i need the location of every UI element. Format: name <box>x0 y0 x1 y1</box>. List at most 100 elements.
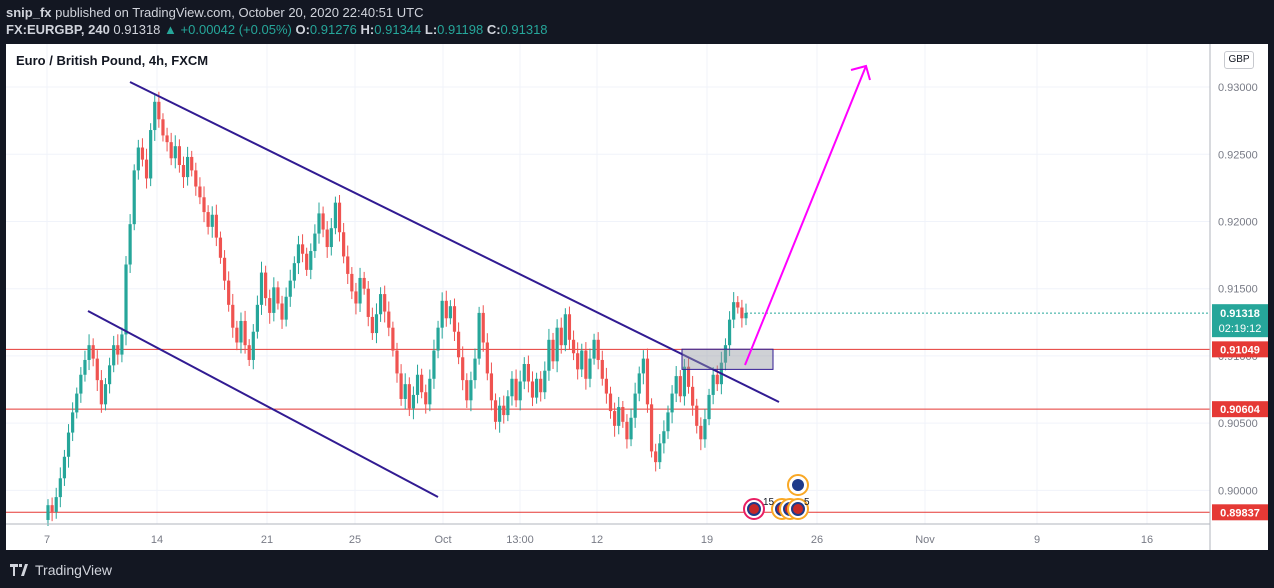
economic-events: 15 5 <box>743 474 810 520</box>
y-tick-label: 0.91500 <box>1218 284 1258 296</box>
candle-body <box>362 277 366 289</box>
candle-body <box>703 419 707 440</box>
x-tick-label: 7 <box>44 534 50 546</box>
candle-body <box>461 357 465 381</box>
candle-body <box>530 381 535 398</box>
candle-body <box>456 331 461 358</box>
candle-body <box>337 202 342 233</box>
y-tick-label: 0.90000 <box>1218 485 1258 497</box>
candle-body <box>333 202 338 229</box>
candle-body <box>563 314 567 346</box>
y-tick-label: 0.92500 <box>1218 149 1258 161</box>
candle-body <box>539 378 543 393</box>
candle-body <box>625 421 629 440</box>
candle-body <box>243 320 247 346</box>
candle-body <box>136 147 140 171</box>
candle-body <box>629 417 633 440</box>
candle-body <box>691 386 695 406</box>
candle-body <box>535 378 539 398</box>
event-count-right: 5 <box>804 497 810 508</box>
open-value: 0.91276 <box>309 22 357 37</box>
x-tick-label: 12 <box>591 534 603 546</box>
candle-body <box>354 291 358 304</box>
candle-body <box>621 407 625 422</box>
candle-body <box>268 298 272 313</box>
candle-body <box>346 256 350 274</box>
candle-body <box>210 214 214 227</box>
x-tick-label: 21 <box>261 534 273 546</box>
candle-body <box>214 214 218 238</box>
projection-arrow <box>744 65 867 366</box>
candle-body <box>666 412 670 432</box>
candle-body <box>309 251 313 270</box>
price-change: ▲ +0.00042 (+0.05%) <box>164 22 292 37</box>
candle-body <box>95 358 99 381</box>
candle-body <box>255 304 259 332</box>
candle-body <box>71 412 75 433</box>
x-tick-label: 26 <box>811 534 823 546</box>
candle-body <box>165 135 169 143</box>
tradingview-logo[interactable]: TradingView <box>10 562 112 578</box>
x-tick-label: 25 <box>349 534 361 546</box>
candle-body <box>58 478 62 498</box>
candle-body <box>383 294 387 312</box>
drawings: 15 5 <box>87 64 871 520</box>
candle-body <box>144 159 149 179</box>
candle-body <box>181 165 186 178</box>
candle-body <box>407 384 411 409</box>
candle-body <box>284 296 288 320</box>
candle-body <box>206 212 210 227</box>
candle-body <box>448 306 452 319</box>
current-price-label: 0.91318 <box>1220 308 1260 320</box>
high-value: 0.91344 <box>374 22 422 37</box>
level-price-label: 0.90604 <box>1220 404 1261 416</box>
candle-body <box>469 380 473 401</box>
candle-body <box>715 374 719 385</box>
candle-body <box>452 306 457 332</box>
publish-info: snip_fx published on TradingView.com, Oc… <box>6 5 423 20</box>
author-name[interactable]: snip_fx <box>6 5 52 20</box>
candle-body <box>411 394 416 409</box>
zone-rectangle <box>681 348 774 370</box>
horizontal-levels <box>6 312 1210 513</box>
candle-body <box>395 350 399 374</box>
chart-area[interactable] <box>6 44 1268 550</box>
candle-body <box>305 253 309 270</box>
bar-countdown-label: 02:19:12 <box>1219 323 1262 335</box>
chart-title: Euro / British Pound, 4h, FXCM <box>16 53 209 68</box>
candle-body <box>161 119 165 136</box>
brand-label: TradingView <box>35 562 113 578</box>
candle-body <box>415 374 420 395</box>
axes: 0.930000.925000.920000.915000.910000.905… <box>6 44 1268 550</box>
candle-body <box>481 312 485 343</box>
candle-body <box>658 443 662 463</box>
candle-body <box>387 311 391 328</box>
level-price-label: 0.91049 <box>1220 344 1260 356</box>
candle-body <box>744 312 748 319</box>
symbol-label: FX:EURGBP, 240 <box>6 22 110 37</box>
candle-body <box>276 287 280 304</box>
x-tick-label: Nov <box>915 534 935 546</box>
x-tick-label: 13:00 <box>506 534 534 546</box>
candle-body <box>424 392 428 405</box>
candle-body <box>235 327 239 343</box>
candle-body <box>173 146 177 159</box>
footer-bar: TradingView <box>0 550 1274 588</box>
currency-badge[interactable]: GBP <box>1224 51 1254 69</box>
candle-body <box>272 287 276 313</box>
last-price: 0.91318 <box>113 22 161 37</box>
candle-body <box>329 228 333 248</box>
candle-body <box>177 146 181 166</box>
candle-body <box>321 213 325 230</box>
candle-body <box>571 339 576 354</box>
arrow-head <box>850 64 871 81</box>
candle-body <box>169 142 173 159</box>
candle-body <box>522 364 526 382</box>
candle-body <box>740 307 744 319</box>
candle-body <box>649 404 654 452</box>
candle-body <box>378 294 383 315</box>
candle-body <box>153 101 157 131</box>
candle-body <box>54 497 58 512</box>
candle-body <box>547 339 551 371</box>
